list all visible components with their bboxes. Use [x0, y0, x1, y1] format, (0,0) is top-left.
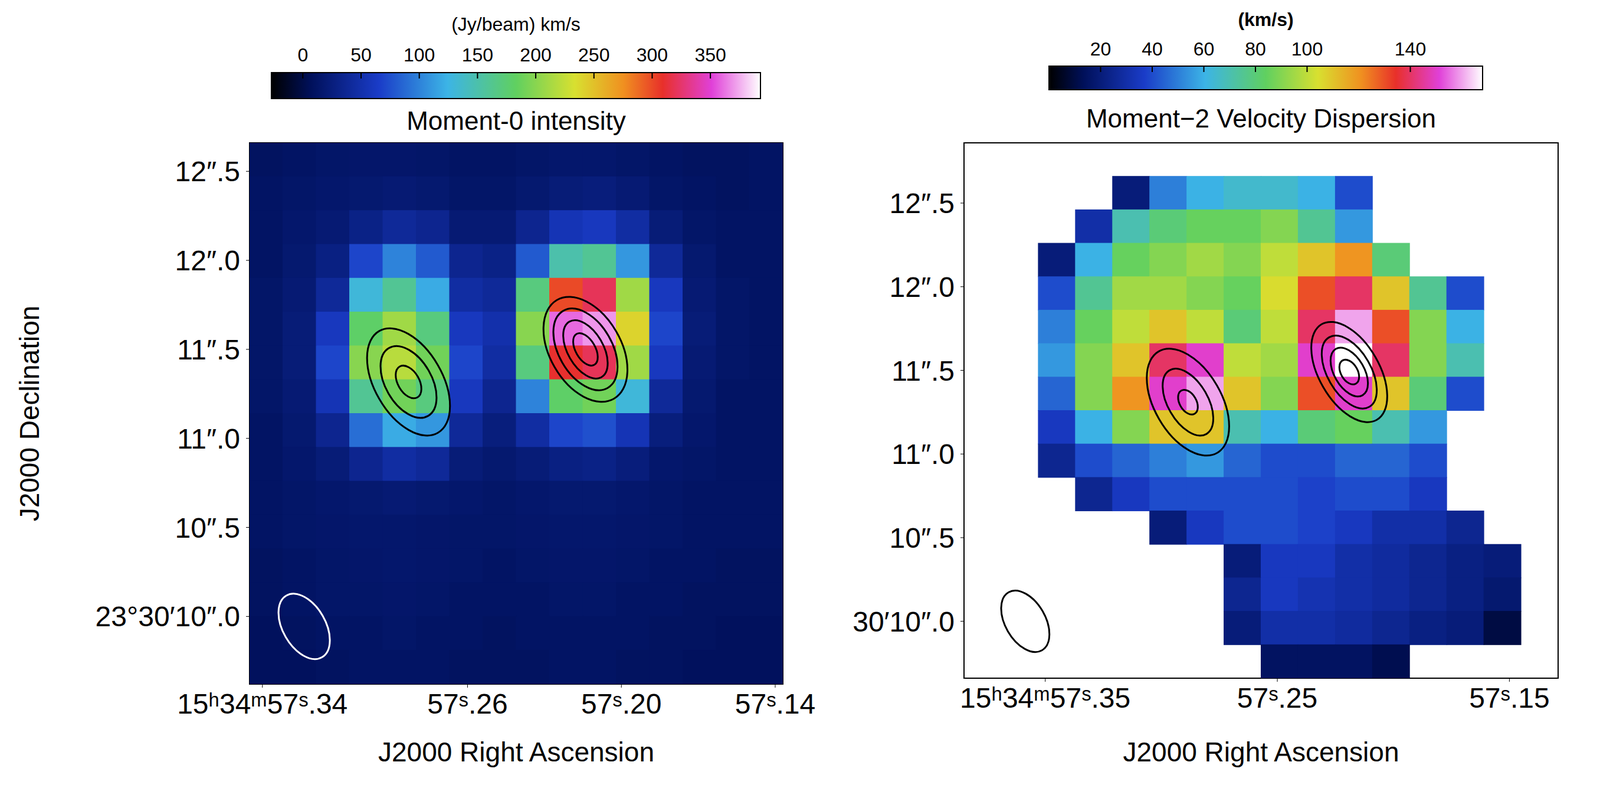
svg-text:57ˢ.20: 57ˢ.20 — [581, 687, 662, 720]
svg-text:200: 200 — [519, 44, 552, 66]
svg-text:10″.5: 10″.5 — [889, 522, 955, 554]
svg-text:30′10″.0: 30′10″.0 — [852, 605, 955, 638]
svg-text:150: 150 — [461, 44, 494, 66]
svg-text:11″.0: 11″.0 — [891, 438, 955, 470]
svg-text:Moment−2 Velocity Dispersion: Moment−2 Velocity Dispersion — [1086, 103, 1436, 133]
svg-text:60: 60 — [1193, 38, 1215, 60]
svg-text:100: 100 — [403, 44, 435, 66]
svg-text:250: 250 — [578, 44, 610, 66]
svg-text:80: 80 — [1244, 38, 1267, 60]
svg-text:11″.5: 11″.5 — [891, 355, 955, 387]
svg-text:140: 140 — [1394, 38, 1426, 60]
svg-text:23°30′10″.0: 23°30′10″.0 — [95, 600, 241, 632]
svg-text:15ʰ34ᵐ57ˢ.35: 15ʰ34ᵐ57ˢ.35 — [959, 682, 1131, 714]
svg-text:(Jy/beam) km/s: (Jy/beam) km/s — [451, 13, 581, 35]
svg-text:12″.5: 12″.5 — [889, 187, 955, 219]
svg-text:J2000 Right Ascension: J2000 Right Ascension — [378, 736, 655, 767]
svg-text:Moment-0 intensity: Moment-0 intensity — [406, 106, 626, 136]
svg-text:57ˢ.26: 57ˢ.26 — [427, 687, 508, 720]
svg-text:12″.0: 12″.0 — [175, 244, 241, 277]
svg-text:300: 300 — [636, 44, 668, 66]
svg-text:12″.5: 12″.5 — [175, 155, 241, 188]
svg-text:J2000 Declination: J2000 Declination — [14, 305, 45, 522]
svg-text:11″.5: 11″.5 — [176, 333, 241, 366]
svg-text:20: 20 — [1090, 38, 1112, 60]
svg-text:57ˢ.15: 57ˢ.15 — [1469, 682, 1550, 714]
svg-text:11″.0: 11″.0 — [176, 423, 241, 455]
svg-text:0: 0 — [297, 44, 308, 66]
svg-text:J2000 Right Ascension: J2000 Right Ascension — [1123, 736, 1400, 767]
svg-text:10″.5: 10″.5 — [175, 512, 241, 544]
svg-text:12″.0: 12″.0 — [889, 271, 955, 303]
svg-text:57ˢ.25: 57ˢ.25 — [1237, 682, 1318, 714]
svg-text:(km/s): (km/s) — [1237, 8, 1294, 31]
svg-text:50: 50 — [350, 44, 372, 66]
svg-text:15ʰ34ᵐ57ˢ.34: 15ʰ34ᵐ57ˢ.34 — [176, 687, 348, 720]
svg-text:57ˢ.14: 57ˢ.14 — [735, 687, 816, 720]
svg-text:100: 100 — [1291, 38, 1323, 60]
svg-text:40: 40 — [1141, 38, 1163, 60]
svg-text:350: 350 — [694, 44, 726, 66]
